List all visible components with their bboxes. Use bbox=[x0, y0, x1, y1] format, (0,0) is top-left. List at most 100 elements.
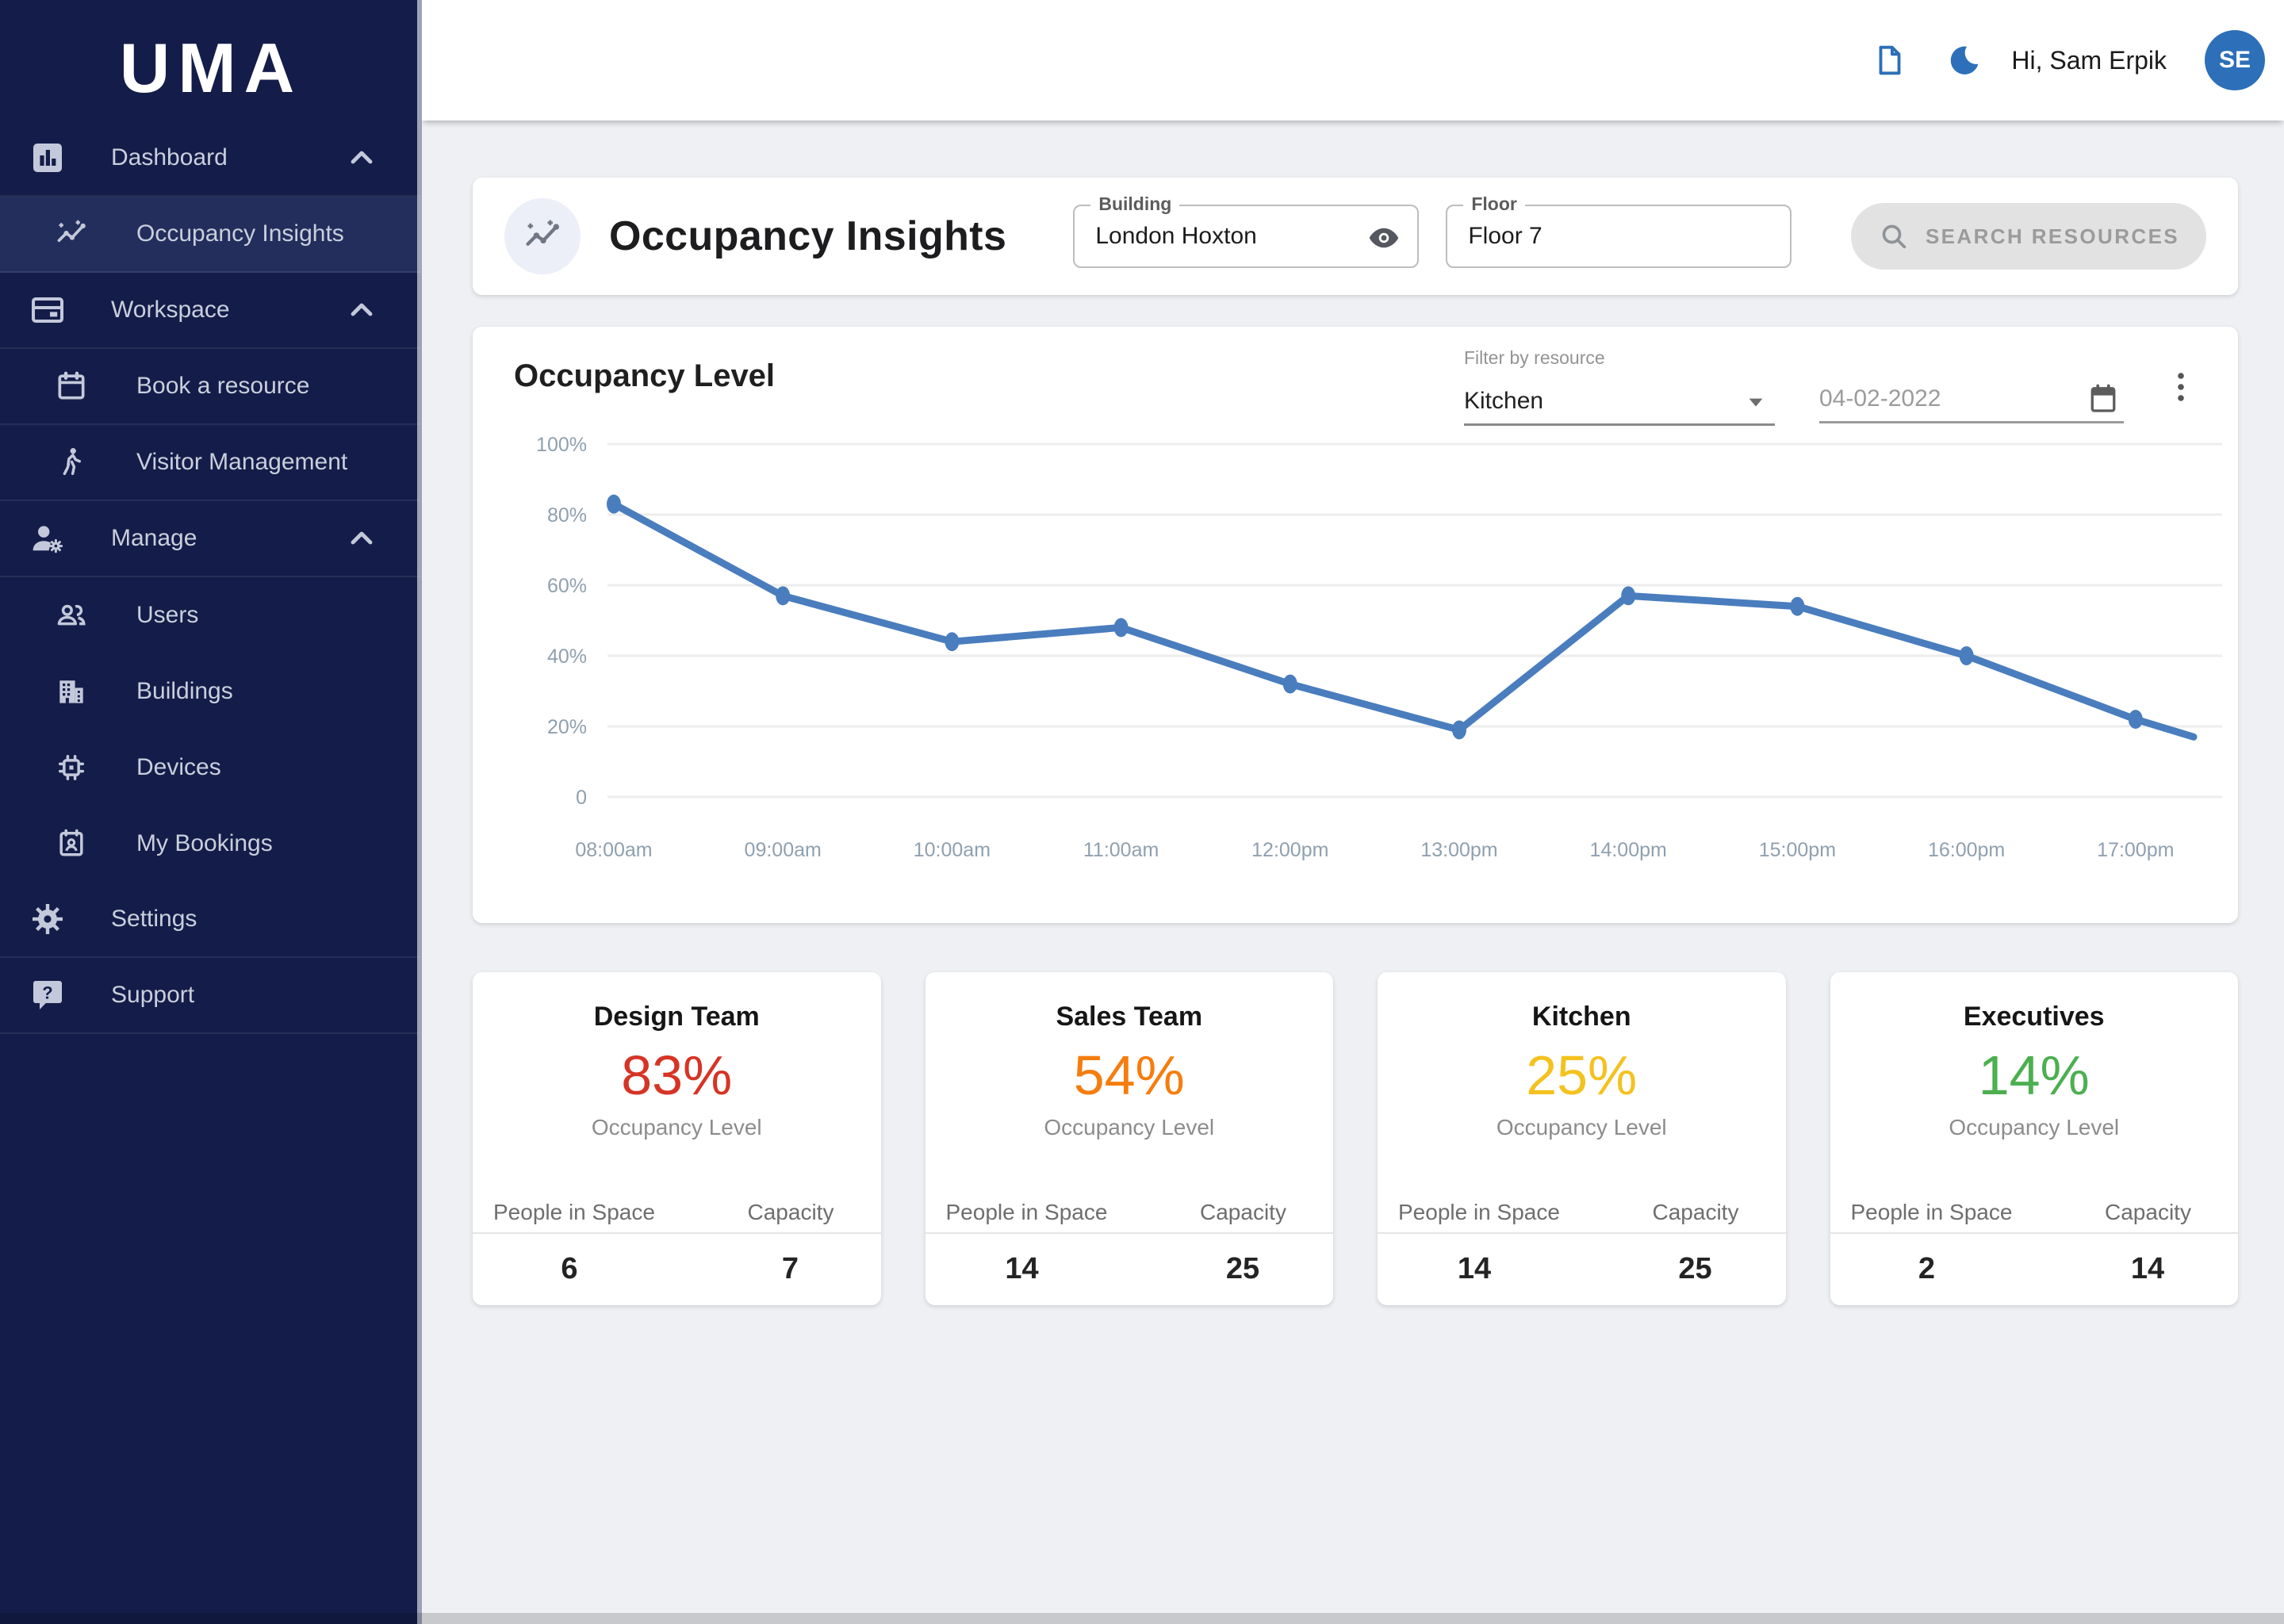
insights-icon bbox=[54, 216, 89, 251]
stat-card-title: Kitchen bbox=[1531, 1002, 1631, 1032]
capacity-label: Capacity bbox=[2105, 1200, 2191, 1224]
search-resources-button[interactable]: SEARCH RESOURCES bbox=[1851, 203, 2206, 270]
svg-text:20%: 20% bbox=[547, 716, 587, 738]
dashboard-icon bbox=[29, 139, 67, 177]
stat-card-title: Design Team bbox=[593, 1002, 760, 1032]
stat-card-title: Sales Team bbox=[1056, 1002, 1203, 1032]
chart-title: Occupancy Level bbox=[514, 358, 776, 393]
document-icon[interactable] bbox=[1872, 42, 1908, 79]
people-in-space-value: 14 bbox=[1005, 1252, 1039, 1285]
resource-filter-select[interactable]: Filter by resource Kitchen bbox=[1464, 347, 1775, 426]
sidebar-item-label: Occupancy Insights bbox=[136, 220, 344, 247]
chevron-up-icon[interactable] bbox=[343, 291, 381, 329]
users-icon bbox=[54, 598, 89, 633]
sidebar-item-label: Dashboard bbox=[111, 144, 228, 170]
sidebar-item-occupancy-insights[interactable]: Occupancy Insights bbox=[0, 197, 422, 273]
occupancy-line-chart: 100% 80% 60% 40% 20% 0 08:00am 09:00am 10:00am 11… bbox=[473, 327, 2238, 923]
chevron-up-icon[interactable] bbox=[343, 519, 381, 557]
sidebar-item-label: Visitor Management bbox=[136, 449, 348, 475]
stat-card-footer: People in Space Capacity 6 7 bbox=[473, 1194, 881, 1289]
svg-text:17:00pm: 17:00pm bbox=[2097, 839, 2174, 861]
sidebar-item-buildings[interactable]: Buildings bbox=[0, 653, 422, 730]
sidebar-nav: Dashboard Occupancy Insights Workspace Book… bbox=[0, 121, 422, 1034]
avatar[interactable]: SE bbox=[2205, 30, 2265, 90]
resource-filter-value: Kitchen bbox=[1464, 387, 1544, 414]
building-field[interactable]: Building London Hoxton bbox=[1073, 193, 1420, 268]
settings-icon bbox=[29, 900, 67, 938]
capacity-value: 25 bbox=[1678, 1252, 1712, 1285]
sidebar-item-label: Book a resource bbox=[136, 373, 310, 399]
sidebar-item-label: Devices bbox=[136, 754, 221, 780]
svg-text:?: ? bbox=[42, 982, 52, 1002]
capacity-label: Capacity bbox=[1200, 1200, 1286, 1224]
stat-divider bbox=[1378, 1232, 1786, 1234]
svg-text:10:00am: 10:00am bbox=[914, 839, 991, 861]
svg-text:0: 0 bbox=[576, 787, 587, 809]
page-header-card: Occupancy Insights Building London Hoxto… bbox=[473, 178, 2238, 295]
sidebar-item-manage[interactable]: Manage bbox=[0, 501, 422, 577]
occupancy-level-label: Occupancy Level bbox=[1496, 1115, 1667, 1139]
horizontal-scrollbar[interactable] bbox=[0, 1613, 2284, 1624]
walk-icon bbox=[54, 445, 89, 480]
sidebar-item-visitor-management[interactable]: Visitor Management bbox=[0, 425, 422, 501]
search-resources-label: SEARCH RESOURCES bbox=[1925, 224, 2180, 248]
stat-card-footer: People in Space Capacity 2 14 bbox=[1830, 1194, 2238, 1289]
building-field-label: Building bbox=[1090, 193, 1180, 215]
devices-icon bbox=[54, 750, 89, 785]
capacity-value: 7 bbox=[781, 1252, 799, 1285]
occupancy-chart-card: 100% 80% 60% 40% 20% 0 08:00am 09:00am 10:00am 11… bbox=[473, 327, 2238, 923]
calendar-icon[interactable] bbox=[2086, 381, 2121, 416]
stat-divider bbox=[925, 1232, 1333, 1234]
capacity-label: Capacity bbox=[747, 1200, 834, 1224]
chevron-up-icon[interactable] bbox=[343, 139, 381, 177]
svg-text:12:00pm: 12:00pm bbox=[1251, 839, 1328, 861]
stat-card-executives: Executives 14% Occupancy Level People in Sp… bbox=[1830, 972, 2238, 1305]
sidebar-item-book-a-resource[interactable]: Book a resource bbox=[0, 349, 422, 425]
svg-text:09:00am: 09:00am bbox=[745, 839, 822, 861]
date-picker-field[interactable]: 04-02-2022 bbox=[1819, 347, 2124, 423]
insights-badge bbox=[504, 198, 581, 274]
sidebar-item-dashboard[interactable]: Dashboard bbox=[0, 121, 422, 197]
sidebar-item-my-bookings[interactable]: My Bookings bbox=[0, 806, 422, 882]
occupancy-level-label: Occupancy Level bbox=[1044, 1115, 1215, 1139]
people-in-space-label: People in Space bbox=[493, 1200, 655, 1224]
sidebar-item-workspace[interactable]: Workspace bbox=[0, 273, 422, 349]
svg-text:60%: 60% bbox=[547, 575, 587, 597]
dark-mode-moon-icon[interactable] bbox=[1946, 42, 1983, 79]
search-icon bbox=[1878, 220, 1910, 252]
svg-text:15:00pm: 15:00pm bbox=[1759, 839, 1836, 861]
support-icon: ? bbox=[29, 976, 67, 1014]
manage-icon bbox=[29, 519, 67, 557]
stat-card-kitchen: Kitchen 25% Occupancy Level People in Space… bbox=[1378, 972, 1786, 1305]
kebab-menu-icon[interactable] bbox=[2162, 368, 2200, 406]
floor-field-value: Floor 7 bbox=[1468, 223, 1542, 249]
topbar: Hi, Sam Erpik SE bbox=[422, 0, 2284, 121]
insights-icon bbox=[522, 216, 563, 257]
people-in-space-value: 2 bbox=[1918, 1252, 1936, 1285]
eye-icon[interactable] bbox=[1366, 220, 1401, 255]
date-value: 04-02-2022 bbox=[1819, 385, 1941, 412]
stat-card-sales-team: Sales Team 54% Occupancy Level People in Sp… bbox=[925, 972, 1333, 1305]
sidebar: UMA Dashboard Occupancy Insights Workspace… bbox=[0, 0, 422, 1624]
sidebar-item-label: Manage bbox=[111, 525, 197, 551]
sidebar-item-users[interactable]: Users bbox=[0, 577, 422, 653]
sidebar-item-settings[interactable]: Settings bbox=[0, 882, 422, 958]
svg-text:40%: 40% bbox=[547, 645, 587, 668]
people-in-space-label: People in Space bbox=[1850, 1200, 2013, 1224]
user-greeting: Hi, Sam Erpik bbox=[2011, 45, 2167, 75]
page-title: Occupancy Insights bbox=[609, 213, 1007, 259]
buildings-icon bbox=[54, 674, 89, 709]
sidebar-item-label: My Bookings bbox=[136, 830, 273, 856]
people-in-space-label: People in Space bbox=[1398, 1200, 1560, 1224]
sidebar-item-support[interactable]: ? Support bbox=[0, 958, 422, 1034]
floor-field[interactable]: Floor Floor 7 bbox=[1446, 193, 1792, 268]
sidebar-item-label: Settings bbox=[111, 906, 197, 932]
stat-card-footer: People in Space Capacity 14 25 bbox=[1378, 1194, 1786, 1289]
sidebar-item-devices[interactable]: Devices bbox=[0, 730, 422, 806]
caret-down-icon bbox=[1740, 385, 1772, 417]
sidebar-item-label: Support bbox=[111, 982, 195, 1008]
sidebar-item-label: Users bbox=[136, 602, 199, 628]
occupancy-level-label: Occupancy Level bbox=[1949, 1115, 2120, 1139]
svg-text:13:00pm: 13:00pm bbox=[1420, 839, 1497, 861]
